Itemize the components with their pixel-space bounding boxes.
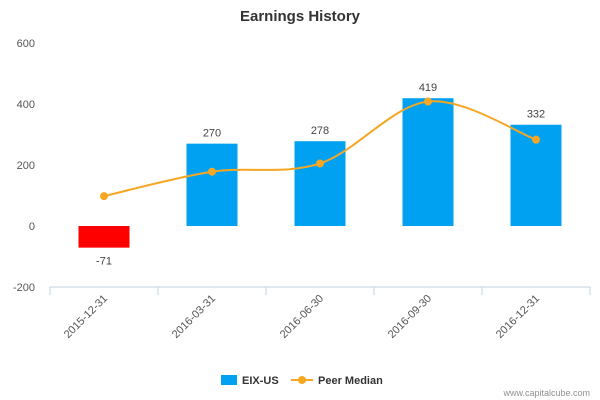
peer-median-series <box>100 97 540 201</box>
legend: EIX-US Peer Median <box>221 375 383 387</box>
bar-data-labels: -71 270 278 419 332 <box>96 82 545 267</box>
x-tick-label: 2016-09-30 <box>386 293 434 341</box>
legend-swatch-eix-us <box>221 375 237 385</box>
peer-median-point-2016-09-30 <box>424 97 432 106</box>
peer-median-point-2016-06-30 <box>316 159 324 168</box>
y-tick-label: 0 <box>29 221 35 233</box>
y-axis: -200 0 200 400 600 <box>13 38 35 294</box>
y-tick-label: 600 <box>17 38 35 50</box>
peer-median-point-2015-12-31 <box>100 192 108 201</box>
bar-2016-09-30 <box>402 98 454 226</box>
bar-value-label: 270 <box>203 128 221 140</box>
bar-value-label: 278 <box>311 125 329 137</box>
chart-title: Earnings History <box>240 8 361 25</box>
legend-label-peer-median: Peer Median <box>318 375 383 387</box>
x-tick-label: 2016-12-31 <box>494 293 542 341</box>
x-tick-label: 2015-12-31 <box>62 293 110 341</box>
x-tick-label: 2016-06-30 <box>278 293 326 341</box>
x-axis: 2015-12-31 2016-03-31 2016-06-30 2016-09-30… <box>49 286 591 341</box>
x-tick-label: 2016-03-31 <box>170 293 218 341</box>
bar-value-label: 419 <box>419 82 437 94</box>
legend-marker-peer-median <box>298 376 306 384</box>
y-tick-label: 200 <box>17 160 35 172</box>
bar-series <box>78 98 562 248</box>
legend-label-eix-us: EIX-US <box>242 375 279 387</box>
bar-2016-03-31 <box>186 143 238 226</box>
y-tick-label: -200 <box>13 282 35 294</box>
peer-median-point-2016-03-31 <box>208 167 216 176</box>
y-tick-label: 400 <box>17 99 35 111</box>
bar-value-label: 332 <box>527 109 545 121</box>
bar-value-label: -71 <box>96 256 112 268</box>
peer-median-point-2016-12-31 <box>532 135 540 144</box>
credit-text: www.capitalcube.com <box>502 388 590 398</box>
bar-2016-06-30 <box>294 141 346 226</box>
bar-2015-12-31 <box>78 226 130 248</box>
